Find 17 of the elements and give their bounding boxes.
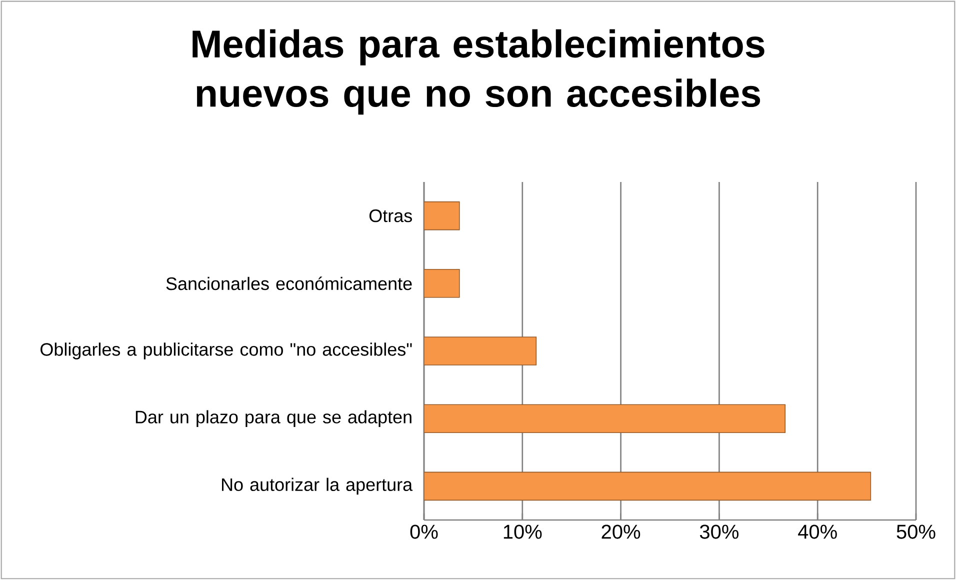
x-tick-label: 30% xyxy=(700,524,738,539)
x-tick-label: 0% xyxy=(410,524,438,539)
bar xyxy=(424,404,786,433)
x-tick-label: 40% xyxy=(798,524,837,539)
x-tick-label: 50% xyxy=(896,524,936,539)
y-tick-label: No autorizar la apertura xyxy=(222,478,413,495)
bar xyxy=(424,268,460,298)
y-tick-label: Sancionarles económicamente xyxy=(166,276,412,290)
y-tick-label: Otras xyxy=(369,209,412,222)
bar xyxy=(424,472,872,501)
chart-title: Medidas para establecimientos nuevos que no son accesibles xyxy=(192,29,764,115)
y-tick-label: Dar un plazo para que se adapten xyxy=(136,410,412,427)
bar xyxy=(424,336,537,366)
bar xyxy=(424,201,460,230)
y-tick-label: Obligarles a publicitarse como "no accesibles" xyxy=(40,342,412,360)
x-tick-label: 10% xyxy=(504,524,542,539)
x-tick-label: 20% xyxy=(602,524,640,539)
